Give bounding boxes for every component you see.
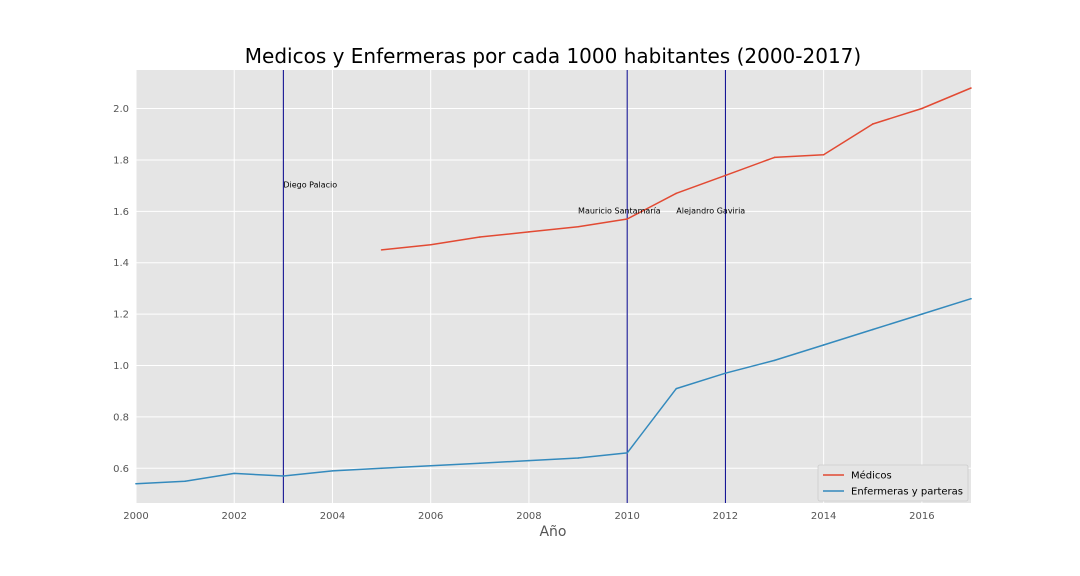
annotation-label: Diego Palacio — [283, 181, 337, 190]
annotation-label: Alejandro Gaviria — [676, 206, 745, 215]
legend-label: Médicos — [851, 470, 892, 482]
data-point — [921, 313, 923, 315]
data-point — [282, 475, 285, 477]
data-point — [528, 231, 530, 233]
tick-labels: 2000 2002 2004 2006 2008 2010 2012 2014 2016 0.6 0… — [113, 104, 935, 522]
data-point — [429, 243, 432, 246]
data-point — [970, 297, 972, 300]
data-point — [773, 156, 776, 159]
series-lines — [135, 87, 972, 485]
annotation-label: Mauricio Santamaría — [578, 206, 661, 215]
annotations: Diego Palacio Mauricio Santamaría Alejandr… — [283, 181, 745, 216]
data-point — [871, 328, 874, 331]
x-tick-label: 2016 — [909, 511, 934, 522]
data-point — [233, 472, 236, 475]
data-point — [675, 192, 678, 195]
data-point — [675, 387, 678, 390]
data-point — [970, 87, 972, 89]
data-point — [380, 467, 383, 470]
y-tick-label: 0.6 — [113, 464, 129, 475]
data-point — [528, 459, 530, 462]
y-tick-label: 1.2 — [113, 310, 129, 321]
data-point — [380, 249, 383, 251]
series-line-2 — [135, 297, 972, 485]
chart-title: Medicos y Enfermeras por cada 1000 habit… — [245, 44, 861, 68]
x-tick-label: 2008 — [516, 511, 541, 522]
data-point — [331, 470, 334, 472]
data-point — [773, 359, 776, 362]
data-point — [577, 225, 579, 228]
x-tick-label: 2000 — [123, 511, 148, 522]
data-point — [626, 452, 628, 454]
data-point — [626, 218, 628, 220]
plot-area — [136, 70, 971, 503]
data-point — [135, 482, 137, 485]
y-tick-label: 1.8 — [113, 155, 129, 166]
data-point — [822, 344, 825, 346]
data-point — [429, 464, 432, 467]
y-tick-label: 0.8 — [113, 412, 129, 423]
x-tick-label: 2012 — [713, 511, 738, 522]
x-tick-label: 2004 — [320, 511, 345, 522]
data-point — [577, 457, 579, 459]
x-tick-label: 2014 — [811, 511, 836, 522]
data-point — [184, 480, 186, 482]
vertical-lines — [282, 70, 726, 503]
data-point — [724, 174, 727, 177]
data-point — [921, 107, 923, 110]
data-point — [871, 123, 874, 125]
data-point — [479, 236, 481, 238]
y-tick-label: 1.4 — [113, 258, 129, 269]
legend-box — [817, 464, 969, 502]
x-axis-label: Año — [539, 524, 566, 540]
legend: Médicos Enfermeras y parteras — [817, 464, 969, 502]
x-tick-label: 2002 — [222, 511, 247, 522]
data-point — [479, 462, 481, 464]
y-tick-label: 1.0 — [113, 361, 129, 372]
x-tick-label: 2006 — [418, 511, 443, 522]
data-point — [822, 154, 825, 156]
legend-label: Enfermeras y parteras — [851, 487, 963, 498]
y-tick-label: 2.0 — [113, 104, 129, 115]
y-tick-label: 1.6 — [113, 207, 129, 218]
x-tick-label: 2010 — [614, 511, 639, 522]
data-point — [724, 372, 727, 375]
